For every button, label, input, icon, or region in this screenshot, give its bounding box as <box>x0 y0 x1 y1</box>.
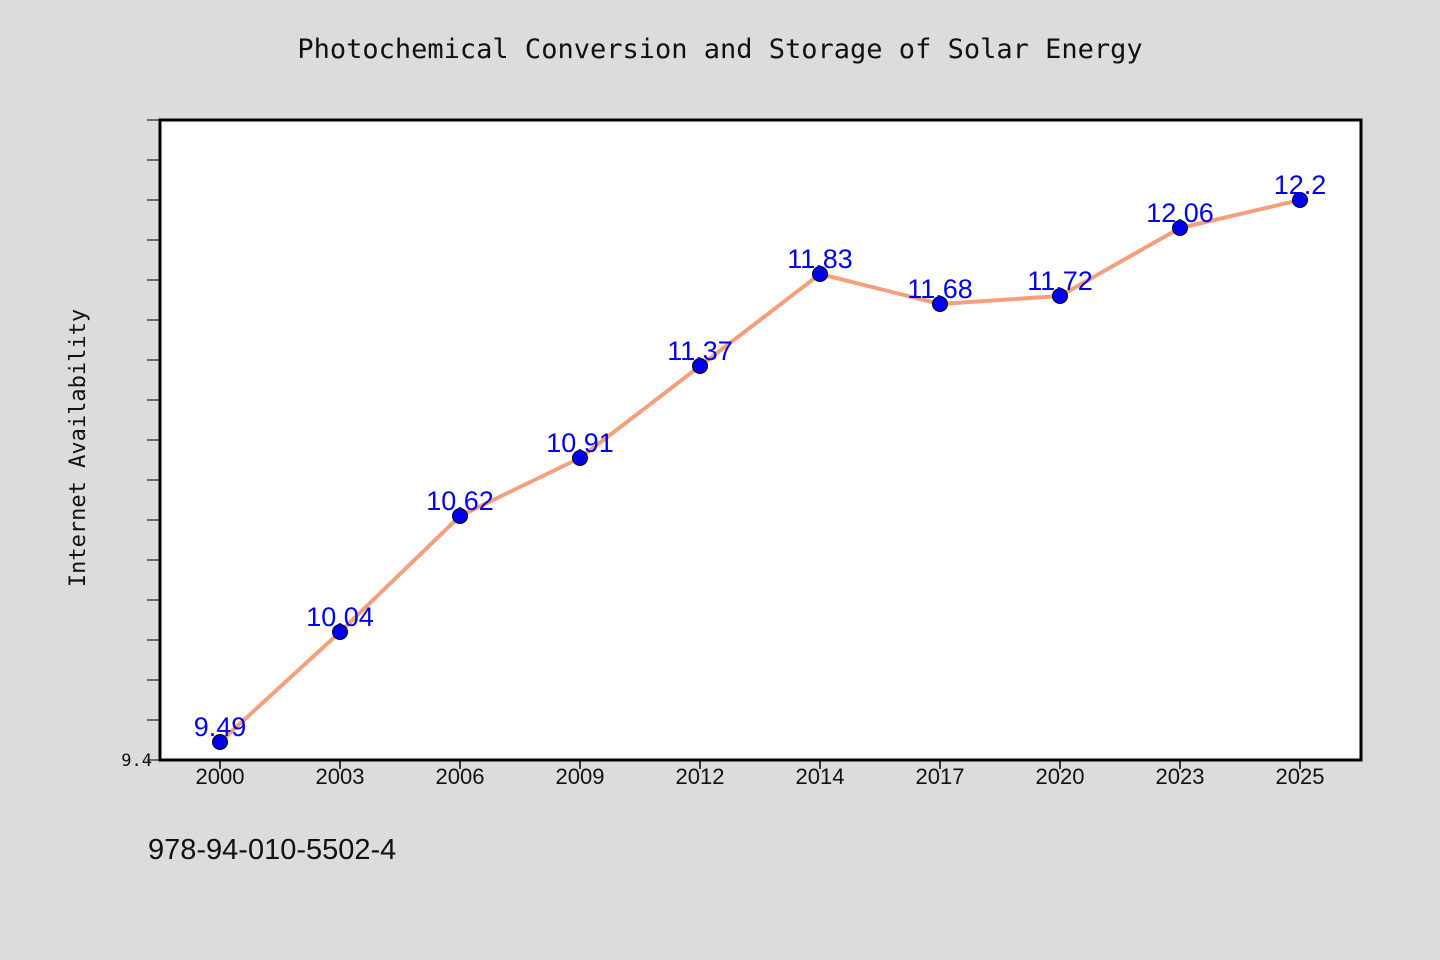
x-tick-label: 2023 <box>1156 764 1205 789</box>
data-point <box>1172 220 1188 236</box>
data-label: 12.2 <box>1274 170 1327 200</box>
data-point <box>1292 192 1308 208</box>
x-tick-label: 2020 <box>1036 764 1085 789</box>
x-tick-label: 2012 <box>676 764 725 789</box>
x-tick-label: 2000 <box>196 764 245 789</box>
chart-title: Photochemical Conversion and Storage of … <box>297 34 1143 65</box>
x-tick-label: 2025 <box>1276 764 1325 789</box>
x-tick-label: 2003 <box>316 764 365 789</box>
x-tick-label: 2017 <box>916 764 965 789</box>
data-label: 10.04 <box>306 602 374 632</box>
data-point <box>212 734 228 750</box>
data-label: 12.06 <box>1146 198 1214 228</box>
data-label: 10.91 <box>546 428 614 458</box>
data-point <box>692 358 708 374</box>
data-label: 9.49 <box>194 712 247 742</box>
y-axis-label: Internet Availability <box>66 309 91 587</box>
x-tick-label: 2006 <box>436 764 485 789</box>
series-line <box>218 198 1302 744</box>
data-label: 11.68 <box>907 274 973 304</box>
data-point <box>452 508 468 524</box>
data-point <box>1052 288 1068 304</box>
x-tick-label: 2009 <box>556 764 605 789</box>
data-point <box>332 624 348 640</box>
data-point <box>572 450 588 466</box>
data-label: 11.72 <box>1027 266 1093 296</box>
isbn-label: 978-94-010-5502-4 <box>148 834 397 866</box>
data-label: 11.83 <box>787 244 853 274</box>
data-label: 11.37 <box>667 336 733 366</box>
y-tick-label: 9.4 <box>121 751 152 771</box>
data-label: 10.62 <box>426 486 494 516</box>
plot-area <box>158 118 1363 762</box>
x-tick-label: 2014 <box>796 764 845 789</box>
data-point <box>812 266 828 282</box>
data-point <box>932 296 948 312</box>
